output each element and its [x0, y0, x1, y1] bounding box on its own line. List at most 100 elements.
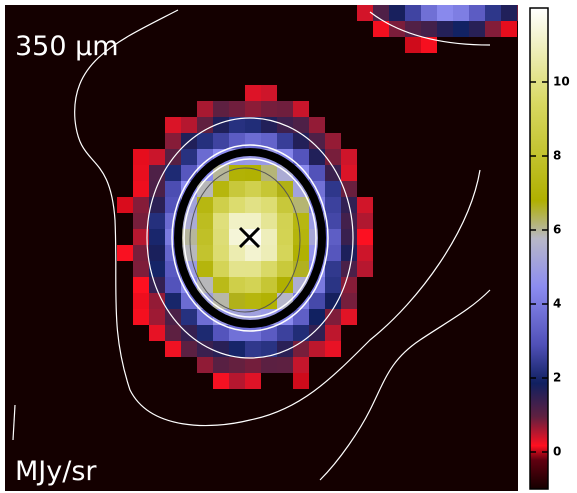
pixel — [485, 5, 501, 21]
pixel — [197, 325, 213, 341]
pixel — [165, 117, 181, 133]
pixel — [437, 21, 453, 37]
pixel — [149, 181, 165, 197]
pixel — [149, 149, 165, 165]
pixel — [245, 213, 261, 229]
pixel — [245, 133, 261, 149]
pixel — [261, 197, 277, 213]
pixel — [293, 309, 309, 325]
pixel — [133, 181, 149, 197]
pixel — [421, 37, 437, 53]
pixel — [213, 245, 229, 261]
pixel — [277, 293, 293, 309]
pixel — [197, 133, 213, 149]
pixel — [245, 341, 261, 357]
pixel — [261, 261, 277, 277]
pixel — [293, 229, 309, 245]
colorbar-tick-label: 0 — [553, 445, 561, 459]
pixel — [229, 277, 245, 293]
pixel — [197, 149, 213, 165]
pixel — [501, 5, 517, 21]
pixel — [357, 5, 373, 21]
pixel — [149, 325, 165, 341]
pixel — [277, 101, 293, 117]
pixel — [149, 213, 165, 229]
pixel — [517, 5, 518, 21]
pixel — [277, 245, 293, 261]
pixel — [117, 245, 133, 261]
colorbar-tick-label: 10 — [553, 75, 570, 89]
colorbar — [529, 7, 549, 490]
pixel — [149, 197, 165, 213]
pixel — [165, 181, 181, 197]
pixel — [165, 293, 181, 309]
pixel — [325, 133, 341, 149]
pixel — [149, 165, 165, 181]
pixel — [133, 277, 149, 293]
pixel — [261, 245, 277, 261]
pixel — [325, 229, 341, 245]
pixel — [309, 293, 325, 309]
pixel — [181, 309, 197, 325]
pixel — [149, 261, 165, 277]
pixel — [293, 213, 309, 229]
pixel — [181, 325, 197, 341]
pixel — [165, 165, 181, 181]
pixel — [245, 277, 261, 293]
pixel — [341, 277, 357, 293]
pixel — [325, 293, 341, 309]
pixel — [197, 261, 213, 277]
pixel — [213, 101, 229, 117]
pixel — [197, 277, 213, 293]
pixel — [245, 325, 261, 341]
pixel — [213, 261, 229, 277]
pixel — [229, 373, 245, 389]
colorbar-tick-label: 8 — [553, 149, 561, 163]
pixel — [261, 101, 277, 117]
pixel — [213, 357, 229, 373]
pixel — [197, 101, 213, 117]
pixel — [325, 341, 341, 357]
pixel — [229, 293, 245, 309]
pixel — [405, 5, 421, 21]
pixel — [197, 213, 213, 229]
pixel — [357, 213, 373, 229]
pixel — [229, 261, 245, 277]
pixel — [261, 293, 277, 309]
unit-label: MJy/sr — [15, 456, 97, 487]
pixel — [341, 165, 357, 181]
pixel — [133, 149, 149, 165]
pixel — [181, 165, 197, 181]
pixel — [133, 245, 149, 261]
pixel — [405, 37, 421, 53]
pixel — [501, 21, 517, 37]
pixel — [453, 21, 469, 37]
pixel — [309, 133, 325, 149]
pixel — [245, 357, 261, 373]
pixel — [293, 133, 309, 149]
pixel — [293, 357, 309, 373]
pixel — [261, 85, 277, 101]
pixel — [261, 165, 277, 181]
pixel — [325, 181, 341, 197]
pixel — [277, 325, 293, 341]
pixel — [293, 101, 309, 117]
pixel — [293, 245, 309, 261]
pixel — [133, 197, 149, 213]
pixel — [341, 245, 357, 261]
pixel — [341, 309, 357, 325]
pixel — [229, 357, 245, 373]
pixel — [229, 341, 245, 357]
pixel — [245, 293, 261, 309]
pixel — [341, 293, 357, 309]
pixel — [485, 21, 501, 37]
pixel — [181, 149, 197, 165]
pixel — [277, 277, 293, 293]
pixel — [213, 197, 229, 213]
pixel — [229, 181, 245, 197]
pixel — [245, 181, 261, 197]
pixel — [341, 149, 357, 165]
pixel — [245, 197, 261, 213]
pixel — [309, 309, 325, 325]
